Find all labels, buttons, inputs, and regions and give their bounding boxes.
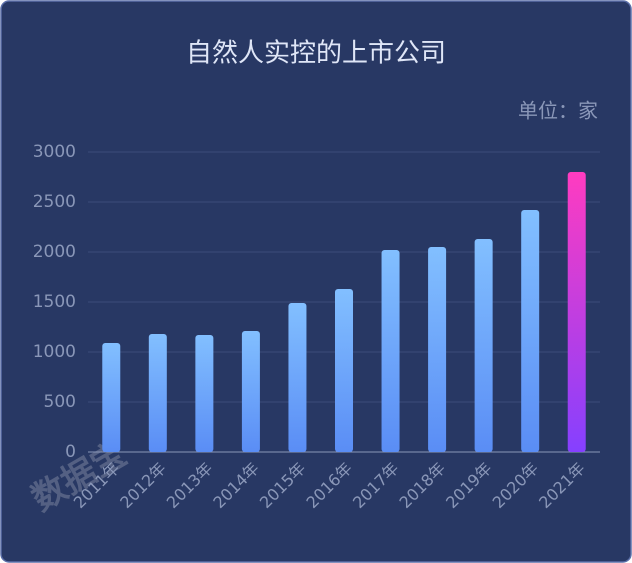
bar [474,239,493,452]
bar [195,335,214,452]
y-tick-label: 2000 [33,242,76,262]
unit-label: 单位：家 [518,99,598,123]
y-tick-label: 2500 [33,192,76,212]
y-tick-label: 1500 [33,292,76,312]
bar [241,331,260,452]
y-tick-label: 1000 [33,342,76,362]
bar [567,172,586,452]
y-tick-label: 500 [44,392,76,412]
y-tick-label: 3000 [33,142,76,162]
bar [148,334,167,452]
bar [102,343,121,452]
bar [381,250,400,452]
bar [335,289,353,452]
bar [288,303,307,452]
bar [521,210,540,452]
bar [428,247,447,452]
y-tick-label: 0 [65,442,76,462]
chart-title: 自然人实控的上市公司 [186,39,446,69]
